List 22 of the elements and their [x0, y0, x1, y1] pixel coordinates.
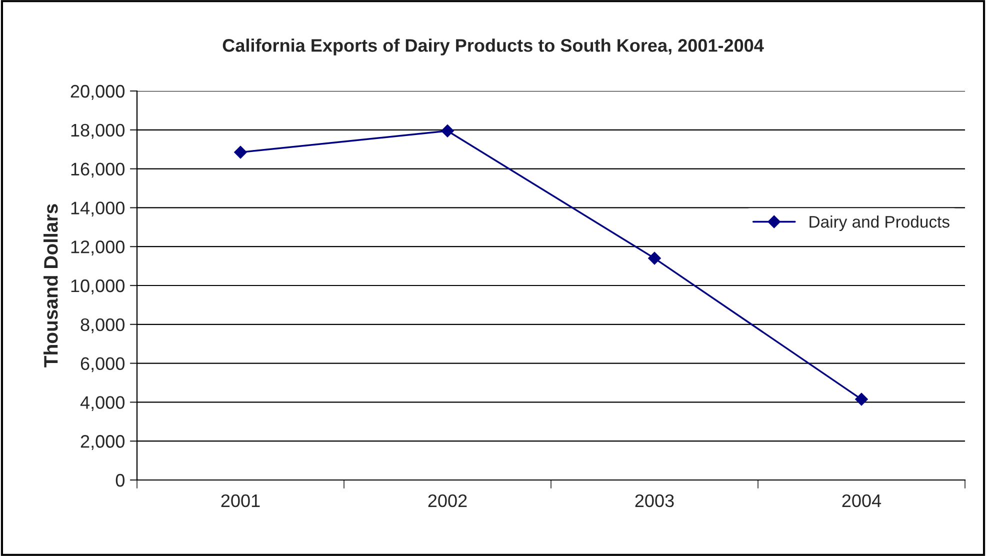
x-tick-label: 2002 — [428, 494, 467, 508]
y-tick-label: 14,000 — [71, 202, 124, 217]
y-tick-label: 12,000 — [71, 240, 124, 256]
point — [855, 392, 868, 406]
y-tick-label: 20,000 — [70, 84, 124, 100]
y-tick-label: 6,000 — [80, 357, 124, 372]
y-tick-label: 4,000 — [80, 396, 124, 412]
y-tick-label: 8,000 — [80, 318, 124, 334]
y-tick-label: 16,000 — [71, 162, 124, 178]
point — [234, 146, 247, 159]
y-axis-title: Thousand Dollars — [44, 204, 58, 368]
x-tick-label: 2004 — [842, 494, 882, 508]
y-tick-label: 0 — [116, 474, 124, 487]
x-tick-label: 2001 — [221, 494, 260, 508]
y-tick-label: 18,000 — [71, 124, 124, 139]
y-tick-label: 2,000 — [80, 435, 124, 450]
point — [648, 252, 661, 265]
x-tick-label: 2003 — [635, 494, 674, 508]
y-tick-label: 10,000 — [71, 279, 124, 294]
chart-title: California Exports of Dairy Products to South Korea, 2001-2004 — [222, 38, 764, 56]
legend-label: Dairy and Products — [810, 215, 950, 232]
point — [441, 124, 454, 138]
